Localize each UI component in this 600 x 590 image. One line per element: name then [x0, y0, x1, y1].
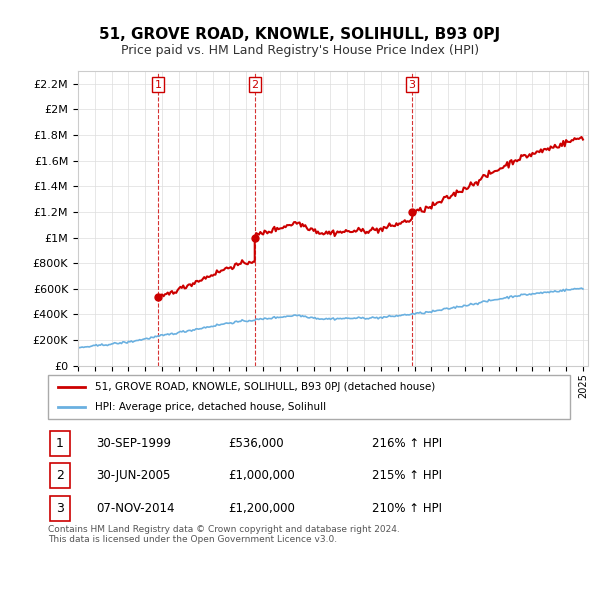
- Text: £1,200,000: £1,200,000: [228, 502, 295, 515]
- Text: 3: 3: [409, 80, 416, 90]
- Text: 216% ↑ HPI: 216% ↑ HPI: [372, 437, 442, 450]
- Text: Price paid vs. HM Land Registry's House Price Index (HPI): Price paid vs. HM Land Registry's House …: [121, 44, 479, 57]
- Text: 3: 3: [56, 502, 64, 515]
- Text: 1: 1: [56, 437, 64, 450]
- FancyBboxPatch shape: [50, 464, 70, 489]
- Text: 1: 1: [154, 80, 161, 90]
- FancyBboxPatch shape: [48, 375, 570, 419]
- Text: £1,000,000: £1,000,000: [228, 470, 295, 483]
- Text: 215% ↑ HPI: 215% ↑ HPI: [372, 470, 442, 483]
- FancyBboxPatch shape: [50, 431, 70, 456]
- Text: 51, GROVE ROAD, KNOWLE, SOLIHULL, B93 0PJ (detached house): 51, GROVE ROAD, KNOWLE, SOLIHULL, B93 0P…: [95, 382, 435, 392]
- Text: 07-NOV-2014: 07-NOV-2014: [96, 502, 175, 515]
- FancyBboxPatch shape: [50, 496, 70, 521]
- Text: 51, GROVE ROAD, KNOWLE, SOLIHULL, B93 0PJ: 51, GROVE ROAD, KNOWLE, SOLIHULL, B93 0P…: [100, 27, 500, 41]
- Text: 2: 2: [251, 80, 258, 90]
- Text: £536,000: £536,000: [228, 437, 284, 450]
- Text: 30-SEP-1999: 30-SEP-1999: [96, 437, 171, 450]
- Text: HPI: Average price, detached house, Solihull: HPI: Average price, detached house, Soli…: [95, 402, 326, 411]
- Text: 30-JUN-2005: 30-JUN-2005: [96, 470, 170, 483]
- Text: 2: 2: [56, 470, 64, 483]
- Text: 210% ↑ HPI: 210% ↑ HPI: [372, 502, 442, 515]
- Text: Contains HM Land Registry data © Crown copyright and database right 2024.
This d: Contains HM Land Registry data © Crown c…: [48, 525, 400, 545]
